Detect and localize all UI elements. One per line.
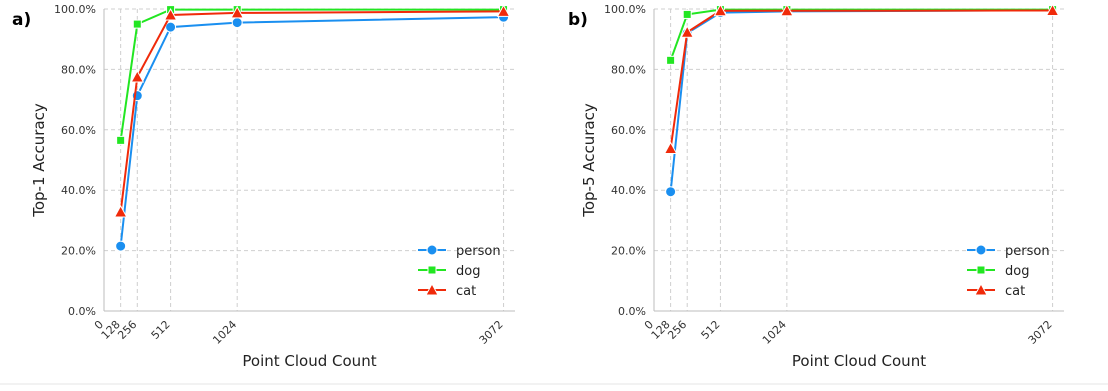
data-point-cat [230, 5, 245, 19]
legend-label-cat: cat [456, 284, 476, 299]
data-point-person [165, 21, 177, 33]
legend-label-dog: dog [456, 264, 480, 279]
data-point-person [665, 186, 677, 198]
legend-marker-person [975, 244, 987, 256]
legend-marker-cat [425, 282, 439, 296]
x-tick-label: 1024 [760, 318, 789, 347]
series-line-cat [119, 10, 504, 213]
y-tick-label: 60.0% [611, 124, 646, 137]
x-tick-label: 512 [699, 318, 723, 342]
legend-label-cat: cat [1005, 284, 1025, 299]
legend-label-person: person [456, 244, 501, 259]
data-point-dog [116, 135, 126, 145]
y-axis-label: Top-5 Accuracy [580, 103, 598, 218]
series-line-dog [669, 8, 1053, 61]
x-axis-label: Point Cloud Count [242, 352, 376, 370]
y-tick-label: 0.0% [68, 305, 96, 318]
y-tick-label: 100.0% [54, 3, 96, 16]
panel-label: a) [12, 10, 31, 30]
y-tick-label: 20.0% [611, 245, 646, 258]
legend-marker-person [426, 244, 438, 256]
x-tick-label: 3072 [1026, 318, 1055, 347]
y-tick-label: 80.0% [611, 63, 646, 76]
data-point-cat [663, 141, 678, 155]
data-point-cat [496, 4, 511, 17]
data-point-cat [113, 204, 128, 218]
panel-label: b) [568, 10, 588, 30]
legend-marker-cat [974, 282, 988, 296]
data-point-cat [680, 25, 695, 38]
data-point-cat [780, 3, 794, 17]
series-line-person [119, 16, 504, 247]
data-point-dog [666, 55, 676, 65]
y-tick-label: 40.0% [611, 184, 646, 197]
x-tick-label: 3072 [477, 318, 506, 347]
legend-label-dog: dog [1005, 264, 1029, 279]
series-line-cat [669, 9, 1053, 149]
y-axis-label: Top-1 Accuracy [30, 103, 48, 218]
y-tick-label: 0.0% [618, 305, 646, 318]
y-tick-label: 80.0% [61, 63, 96, 76]
legend-label-person: person [1005, 244, 1050, 259]
data-point-cat [1045, 3, 1060, 17]
data-point-dog [682, 9, 692, 19]
series-line-dog [119, 8, 504, 141]
data-point-dog [132, 19, 142, 29]
x-tick-label: 1024 [210, 318, 239, 347]
y-tick-label: 60.0% [61, 124, 96, 137]
data-point-person [231, 17, 243, 29]
x-tick-label: 512 [149, 318, 173, 342]
y-tick-label: 100.0% [604, 3, 646, 16]
y-tick-label: 20.0% [61, 245, 96, 258]
y-tick-label: 40.0% [61, 184, 96, 197]
data-point-cat [130, 69, 145, 83]
x-tick-label: 256 [115, 318, 139, 342]
series-line-person [669, 9, 1053, 192]
data-point-cat [163, 7, 178, 21]
x-axis-label: Point Cloud Count [792, 352, 926, 370]
x-tick-label: 256 [665, 318, 689, 342]
legend-marker-dog [976, 265, 986, 275]
legend-marker-dog [427, 265, 437, 275]
data-point-person [115, 240, 127, 252]
data-point-cat [713, 3, 728, 17]
